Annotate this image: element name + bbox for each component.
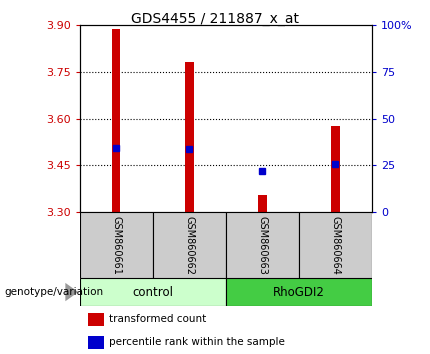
Polygon shape (65, 283, 78, 301)
Bar (80, 212, 153, 278)
Text: control: control (132, 286, 173, 298)
Text: GSM860661: GSM860661 (111, 216, 121, 275)
Text: GSM860664: GSM860664 (330, 216, 341, 275)
Bar (258, 195, 267, 212)
Bar (88, 336, 104, 349)
Bar (299, 212, 372, 278)
Bar (112, 29, 120, 212)
Text: genotype/variation: genotype/variation (4, 287, 104, 297)
Text: RhoGDI2: RhoGDI2 (273, 286, 325, 298)
Text: GSM860662: GSM860662 (184, 216, 194, 275)
Bar (80, 278, 226, 306)
Bar (331, 126, 340, 212)
Bar (185, 62, 194, 212)
Text: transformed count: transformed count (109, 314, 206, 325)
Bar (153, 212, 226, 278)
Text: GDS4455 / 211887_x_at: GDS4455 / 211887_x_at (131, 12, 299, 27)
Bar (226, 212, 299, 278)
Text: percentile rank within the sample: percentile rank within the sample (109, 337, 285, 348)
Text: GSM860663: GSM860663 (257, 216, 267, 275)
Bar (88, 313, 104, 326)
Bar (226, 278, 372, 306)
